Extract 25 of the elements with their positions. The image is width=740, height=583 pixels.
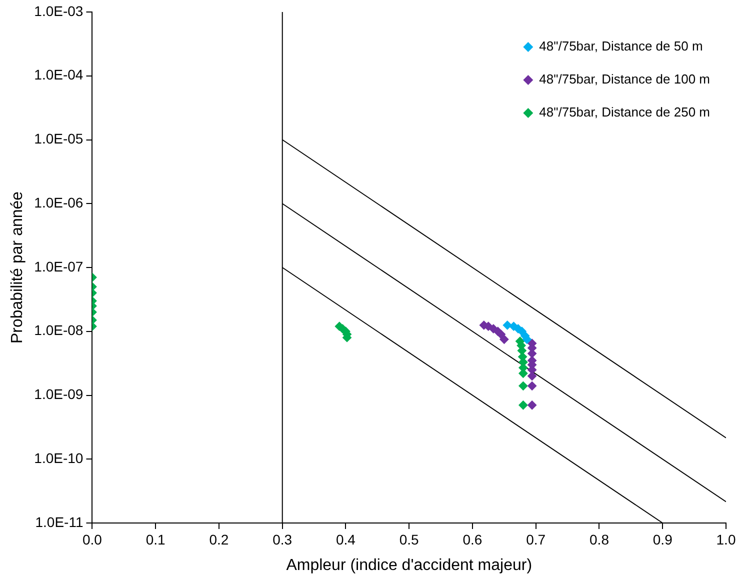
y-tick-label: 1.0E-08 xyxy=(34,322,84,338)
legend-label: 48"/75bar, Distance de 250 m xyxy=(539,104,710,120)
y-tick-label: 1.0E-03 xyxy=(34,2,84,19)
x-tick-label: 0.0 xyxy=(82,531,102,548)
y-tick-label: 1.0E-10 xyxy=(34,450,84,466)
y-tick-label: 1.0E-05 xyxy=(34,130,84,147)
x-tick-label: 0.9 xyxy=(652,531,673,548)
y-tick-label: 1.0E-09 xyxy=(34,386,84,402)
x-tick-label: 0.1 xyxy=(146,531,166,548)
y-axis-title: Probabilité par année xyxy=(9,191,26,344)
x-tick-label: 0.4 xyxy=(336,531,356,548)
y-tick-label: 1.0E-06 xyxy=(34,194,84,210)
x-tick-label: 0.5 xyxy=(399,531,420,548)
x-tick-label: 0.7 xyxy=(526,531,546,548)
x-axis-title: Ampleur (indice d'accident majeur) xyxy=(286,556,532,574)
legend-label: 48"/75bar, Distance de 50 m xyxy=(539,38,703,54)
y-tick-label: 1.0E-07 xyxy=(34,258,84,274)
x-tick-label: 0.8 xyxy=(590,531,610,548)
y-tick-label: 1.0E-11 xyxy=(35,514,84,530)
x-tick-label: 0.2 xyxy=(209,531,229,548)
legend-label: 48"/75bar, Distance de 100 m xyxy=(539,72,710,87)
x-tick-label: 1.0 xyxy=(716,531,736,548)
x-tick-label: 0.3 xyxy=(272,531,292,548)
y-tick-label: 1.0E-04 xyxy=(34,66,84,83)
x-tick-label: 0.6 xyxy=(462,531,482,548)
